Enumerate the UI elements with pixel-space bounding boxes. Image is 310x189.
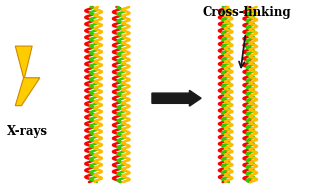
Polygon shape: [15, 46, 40, 106]
Text: X-rays: X-rays: [7, 125, 48, 138]
FancyArrow shape: [152, 90, 201, 106]
Text: Cross-linking: Cross-linking: [203, 6, 291, 19]
